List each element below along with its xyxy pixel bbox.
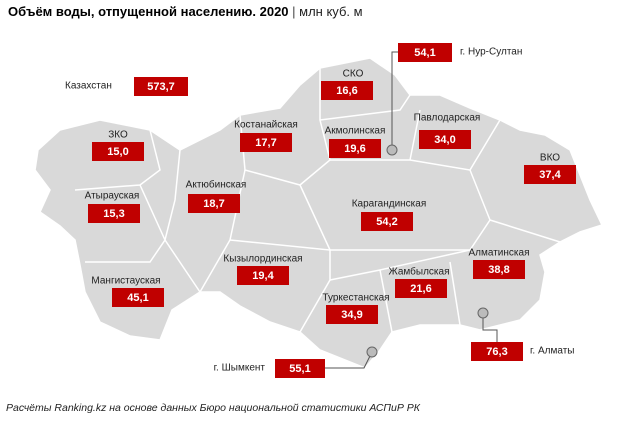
- region-value: 21,6: [410, 283, 431, 295]
- region-name: Жамбылская: [389, 266, 450, 278]
- region-name: ЗКО: [108, 130, 128, 141]
- border: [74, 129, 161, 191]
- value-box: [237, 266, 289, 285]
- value-box: [188, 194, 240, 213]
- value-box: [88, 204, 140, 223]
- value-box: [326, 305, 378, 324]
- border: [164, 149, 201, 293]
- value-box: [361, 212, 413, 231]
- border: [409, 109, 501, 171]
- value-box: [240, 133, 292, 152]
- region-name: г. Алматы: [530, 346, 574, 357]
- region-name: г. Шымкент: [214, 363, 266, 374]
- value-box: [329, 139, 381, 158]
- region-value: 45,1: [127, 292, 148, 304]
- leader-line: [325, 351, 373, 369]
- border: [329, 219, 561, 333]
- value-box: [473, 260, 525, 279]
- title-text: Объём воды, отпущенной населению. 2020: [8, 4, 289, 19]
- region-value: 19,4: [252, 270, 274, 282]
- region-value: 54,1: [414, 47, 435, 59]
- region-name: Павлодарская: [414, 113, 481, 124]
- leader-line: [391, 51, 398, 150]
- region-value: 17,7: [255, 137, 276, 149]
- region-name: Карагандинская: [352, 199, 427, 210]
- region-value: 34,0: [434, 134, 455, 146]
- region-value: 34,9: [341, 309, 362, 321]
- title: Объём воды, отпущенной населению. 2020 |…: [8, 4, 363, 19]
- region-value: 55,1: [289, 363, 310, 375]
- value-box: [275, 359, 325, 378]
- border: [229, 239, 331, 333]
- region-value: 76,3: [486, 346, 507, 358]
- region-labels: Казахстан 573,7 ЗКО 15,0 Атырауская 15,3 Манги…: [65, 43, 576, 378]
- value-box: [395, 279, 447, 298]
- region-name: Алматинская: [469, 248, 530, 259]
- region-value: 54,2: [376, 216, 397, 228]
- value-box: [92, 142, 144, 161]
- border: [239, 68, 331, 186]
- region-value: 16,6: [336, 85, 357, 97]
- border: [85, 184, 166, 263]
- region-borders: [74, 68, 561, 333]
- region-name: Казахстан: [65, 81, 112, 92]
- value-box: [134, 77, 188, 96]
- region-name: Мангистауская: [91, 276, 160, 287]
- region-value: 19,6: [344, 143, 365, 155]
- separator: |: [289, 4, 300, 19]
- region-name: Костанайская: [234, 120, 298, 131]
- region-value: 37,4: [539, 169, 561, 181]
- region-value: 38,8: [488, 264, 509, 276]
- value-box: [524, 165, 576, 184]
- leader-line: [482, 313, 498, 342]
- region-value: 15,0: [107, 146, 128, 158]
- region-name: Акмолинская: [325, 126, 386, 137]
- city-marker: [477, 307, 489, 319]
- city-marker: [366, 346, 378, 358]
- region-name: Атырауская: [85, 191, 140, 202]
- value-box: [471, 342, 523, 361]
- unit: млн куб. м: [299, 4, 362, 19]
- region-name: Туркестанская: [322, 293, 389, 304]
- city-marker: [386, 144, 398, 156]
- value-box: [321, 81, 373, 100]
- region-value: 573,7: [147, 81, 175, 93]
- value-box: [112, 288, 164, 307]
- region-name: СКО: [343, 69, 364, 80]
- border: [319, 94, 411, 121]
- region-name: ВКО: [540, 153, 560, 164]
- region-name: Актюбинская: [186, 179, 247, 191]
- border: [299, 159, 491, 251]
- region-name: г. Нур-Султан: [460, 47, 522, 58]
- region-value: 18,7: [203, 198, 224, 210]
- value-box: [419, 130, 471, 149]
- region-value: 15,3: [103, 208, 124, 220]
- region-name: Кызылординская: [223, 254, 302, 265]
- value-box: [398, 43, 452, 62]
- source-note: Расчёты Ranking.kz на основе данных Бюро…: [6, 402, 421, 414]
